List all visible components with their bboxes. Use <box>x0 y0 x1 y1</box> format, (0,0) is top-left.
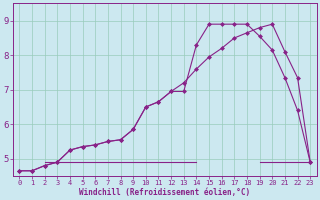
X-axis label: Windchill (Refroidissement éolien,°C): Windchill (Refroidissement éolien,°C) <box>79 188 250 197</box>
